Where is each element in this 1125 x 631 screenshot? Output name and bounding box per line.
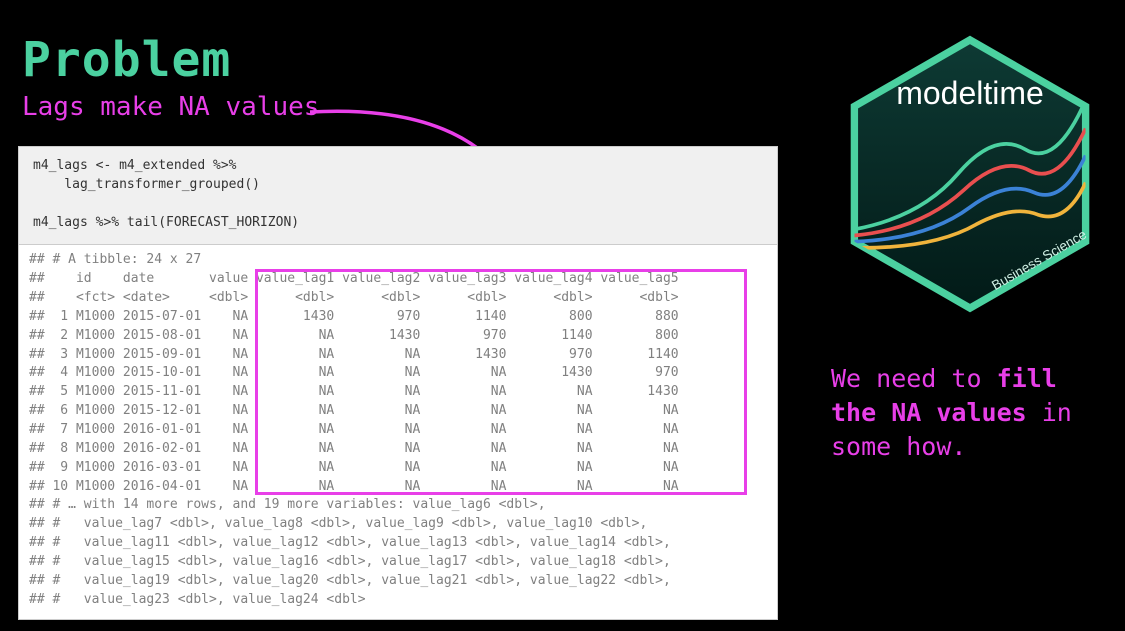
hex-logo: modeltime Business Science: [847, 32, 1093, 316]
out-line: ## # value_lag19 <dbl>, value_lag20 <dbl…: [29, 573, 671, 588]
out-line: ## # value_lag7 <dbl>, value_lag8 <dbl>,…: [29, 516, 647, 531]
table-row: ## 1 M1000 2015-07-01 NA 1430 970 1140 8…: [29, 309, 679, 324]
table-row: ## 3 M1000 2015-09-01 NA NA NA 1430 970 …: [29, 347, 679, 362]
out-line: ## # … with 14 more rows, and 19 more va…: [29, 497, 546, 512]
table-row: ## 9 M1000 2016-03-01 NA NA NA NA NA NA: [29, 460, 679, 475]
table-row: ## 6 M1000 2015-12-01 NA NA NA NA NA NA: [29, 403, 679, 418]
caption: We need to fill the NA values in some ho…: [831, 362, 1101, 463]
slide-title: Problem: [22, 32, 231, 88]
table-row: ## 8 M1000 2016-02-01 NA NA NA NA NA NA: [29, 441, 679, 456]
hex-title: modeltime: [896, 75, 1043, 111]
table-row: ## 2 M1000 2015-08-01 NA NA 1430 970 114…: [29, 328, 679, 343]
code-output: ## # A tibble: 24 x 27 ## id date value …: [19, 245, 777, 619]
code-panel: m4_lags <- m4_extended %>% lag_transform…: [18, 146, 778, 620]
caption-text: We need to: [831, 364, 997, 393]
out-line: ## # value_lag11 <dbl>, value_lag12 <dbl…: [29, 535, 671, 550]
out-line: ## # value_lag15 <dbl>, value_lag16 <dbl…: [29, 554, 671, 569]
table-row: ## 10 M1000 2016-04-01 NA NA NA NA NA NA: [29, 479, 679, 494]
out-line: ## # value_lag23 <dbl>, value_lag24 <dbl…: [29, 592, 366, 607]
table-row: ## 5 M1000 2015-11-01 NA NA NA NA NA 143…: [29, 384, 679, 399]
out-line: ## # A tibble: 24 x 27: [29, 252, 201, 267]
code-line: lag_transformer_grouped(): [33, 177, 260, 192]
code-input: m4_lags <- m4_extended %>% lag_transform…: [19, 147, 777, 245]
code-line: m4_lags <- m4_extended %>%: [33, 158, 237, 173]
out-line: ## <fct> <date> <dbl> <dbl> <dbl> <dbl> …: [29, 290, 679, 305]
table-row: ## 4 M1000 2015-10-01 NA NA NA NA 1430 9…: [29, 365, 679, 380]
table-row: ## 7 M1000 2016-01-01 NA NA NA NA NA NA: [29, 422, 679, 437]
out-line: ## id date value value_lag1 value_lag2 v…: [29, 271, 679, 286]
slide-subtitle: Lags make NA values: [22, 92, 319, 122]
code-line: m4_lags %>% tail(FORECAST_HORIZON): [33, 215, 299, 230]
